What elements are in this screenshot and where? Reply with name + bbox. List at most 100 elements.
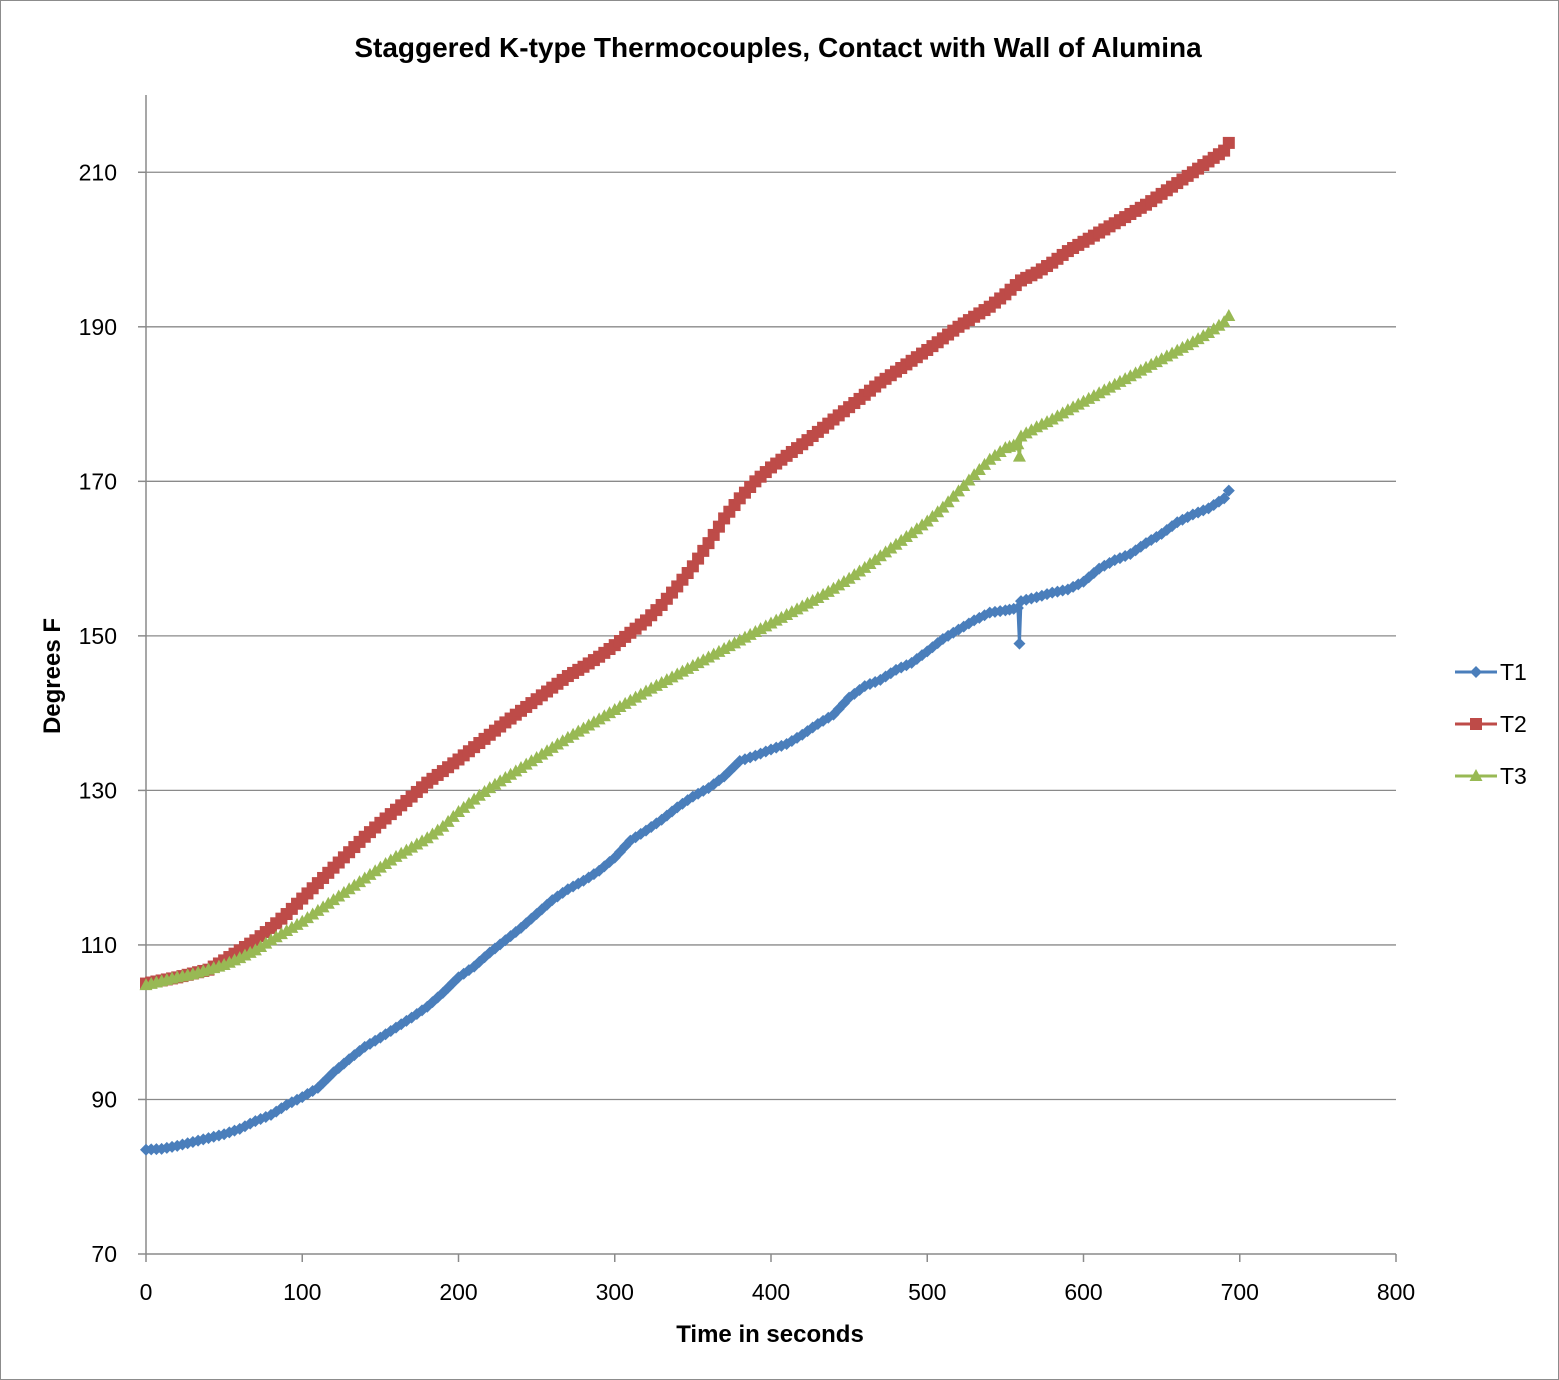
data-point <box>332 889 346 902</box>
legend-marker <box>1470 718 1482 730</box>
y-tick-label: 210 <box>79 159 117 185</box>
data-point <box>603 706 617 719</box>
data-point <box>519 757 533 770</box>
data-point <box>248 943 262 956</box>
data-point <box>832 578 846 591</box>
data-point <box>280 924 294 937</box>
y-tick-label: 110 <box>80 932 117 958</box>
chart-title: Staggered K-type Thermocouples, Contact … <box>354 32 1202 63</box>
legend: T1 T2 T3 <box>1455 659 1527 789</box>
data-point <box>353 875 367 888</box>
data-point <box>504 767 518 780</box>
data-point <box>1186 335 1200 348</box>
data-point <box>608 703 622 716</box>
data-point <box>498 771 512 784</box>
data-point <box>347 878 361 891</box>
data-point <box>254 939 268 952</box>
gridlines <box>146 171 1396 1101</box>
series-t3 <box>139 308 1236 991</box>
data-point <box>545 740 559 753</box>
data-point <box>1014 429 1028 442</box>
data-point <box>274 927 288 940</box>
data-point <box>582 718 596 731</box>
data-point <box>395 1018 408 1031</box>
data-point <box>634 687 648 700</box>
y-axis-title: Degrees F <box>39 618 66 734</box>
legend-item-t1: T1 <box>1455 659 1527 685</box>
data-point <box>373 860 387 873</box>
data-point <box>311 903 325 916</box>
x-axis-ticks: 0 100 200 300 400 500 600 700 800 <box>140 1254 1415 1305</box>
data-point <box>577 721 590 734</box>
data-point <box>259 936 273 949</box>
data-point <box>1056 406 1070 419</box>
data-point <box>327 893 340 906</box>
legend-label: T3 <box>1500 763 1527 789</box>
data-point <box>1222 308 1236 321</box>
x-tick-label: 100 <box>283 1279 321 1305</box>
data-point <box>587 715 601 728</box>
x-tick-label: 0 <box>140 1279 153 1305</box>
x-tick-label: 800 <box>1377 1279 1415 1305</box>
data-point <box>613 699 627 712</box>
data-point <box>337 885 351 898</box>
data-point <box>847 568 861 581</box>
data-point <box>1024 423 1038 436</box>
data-point <box>1222 484 1235 497</box>
data-point <box>514 760 528 773</box>
data-point <box>264 933 278 946</box>
data-point <box>1019 426 1033 439</box>
data-point <box>540 744 554 757</box>
y-tick-label: 90 <box>91 1086 117 1112</box>
series-t2 <box>140 136 1235 990</box>
data-point <box>592 712 606 725</box>
data-point <box>269 930 283 943</box>
data-point <box>379 857 393 870</box>
data-point <box>816 587 830 600</box>
x-tick-label: 700 <box>1221 1279 1259 1305</box>
data-point <box>723 505 736 518</box>
data-point <box>483 781 497 794</box>
data-point <box>524 754 538 767</box>
data-point <box>363 867 377 880</box>
data-point <box>415 834 429 847</box>
data-point <box>1013 637 1026 650</box>
data-point <box>321 896 335 909</box>
data-point <box>530 750 544 763</box>
legend-item-t3: T3 <box>1455 763 1527 789</box>
data-point <box>1212 318 1226 331</box>
data-point <box>821 584 835 597</box>
data-point <box>389 849 403 862</box>
data-point <box>811 591 825 604</box>
data-point <box>368 864 382 877</box>
legend-marker <box>1469 769 1483 781</box>
series-layer <box>139 136 1236 1156</box>
data-point <box>1011 437 1025 450</box>
legend-label: T2 <box>1500 711 1527 737</box>
data-point <box>597 709 611 722</box>
x-tick-label: 500 <box>908 1279 946 1305</box>
data-point <box>623 693 637 706</box>
data-point <box>1217 315 1231 328</box>
data-point <box>550 737 564 750</box>
series-t1 <box>140 484 1235 1156</box>
data-point <box>827 581 840 594</box>
data-point <box>493 774 507 787</box>
x-axis-title: Time in seconds <box>676 1321 864 1348</box>
data-point <box>1045 412 1059 425</box>
y-tick-label: 150 <box>79 623 117 649</box>
data-point <box>566 727 580 740</box>
data-point <box>405 840 419 853</box>
data-point <box>853 564 867 577</box>
y-tick-label: 170 <box>79 468 117 494</box>
data-point <box>306 907 320 920</box>
data-point <box>535 747 549 760</box>
data-point <box>509 764 523 777</box>
y-tick-label: 190 <box>79 314 117 340</box>
data-point <box>837 575 851 588</box>
data-point <box>1196 329 1210 342</box>
data-point <box>618 696 632 709</box>
data-point <box>342 882 356 895</box>
